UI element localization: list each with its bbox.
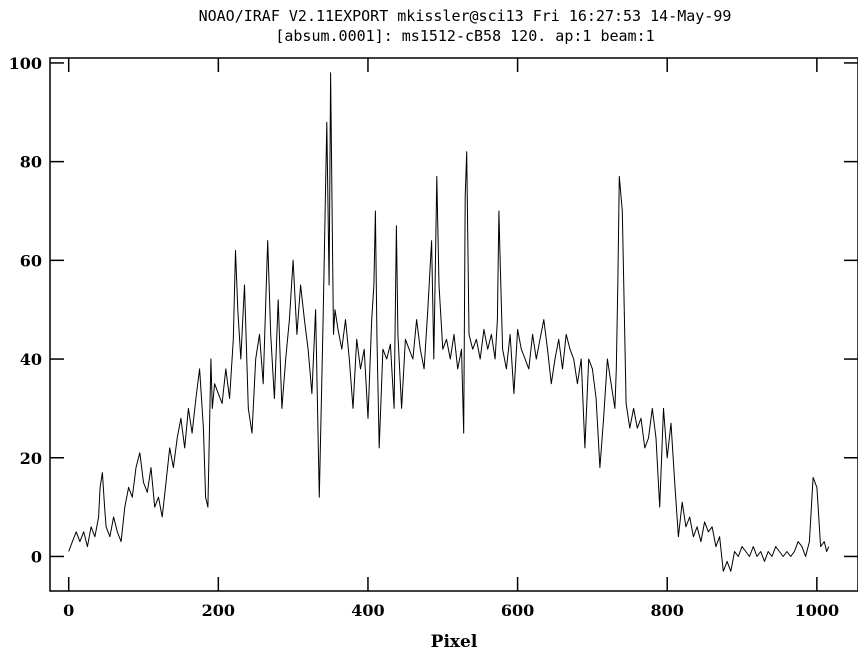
- x-tick-label: 200: [202, 601, 235, 620]
- spectrum-line: [68, 72, 830, 572]
- x-tick-label: 0: [63, 601, 74, 620]
- x-tick-label: 1000: [795, 601, 840, 620]
- chart-title: NOAO/IRAF V2.11EXPORT mkissler@sci13 Fri…: [199, 7, 732, 25]
- y-tick-label: 0: [31, 547, 42, 566]
- tick-marks: [50, 58, 858, 591]
- y-tick-label: 80: [20, 153, 42, 172]
- x-tick-label: 600: [501, 601, 534, 620]
- x-axis-label: Pixel: [431, 632, 478, 652]
- x-tick-label: 800: [651, 601, 684, 620]
- plot-frame: [49, 57, 858, 592]
- y-tick-label: 40: [20, 350, 42, 369]
- chart-subtitle: [absum.0001]: ms1512-cB58 120. ap:1 beam…: [275, 27, 654, 45]
- y-tick-label: 100: [9, 54, 42, 73]
- x-tick-label: 400: [351, 601, 384, 620]
- y-tick-label: 20: [20, 449, 42, 468]
- y-tick-label: 60: [20, 251, 42, 270]
